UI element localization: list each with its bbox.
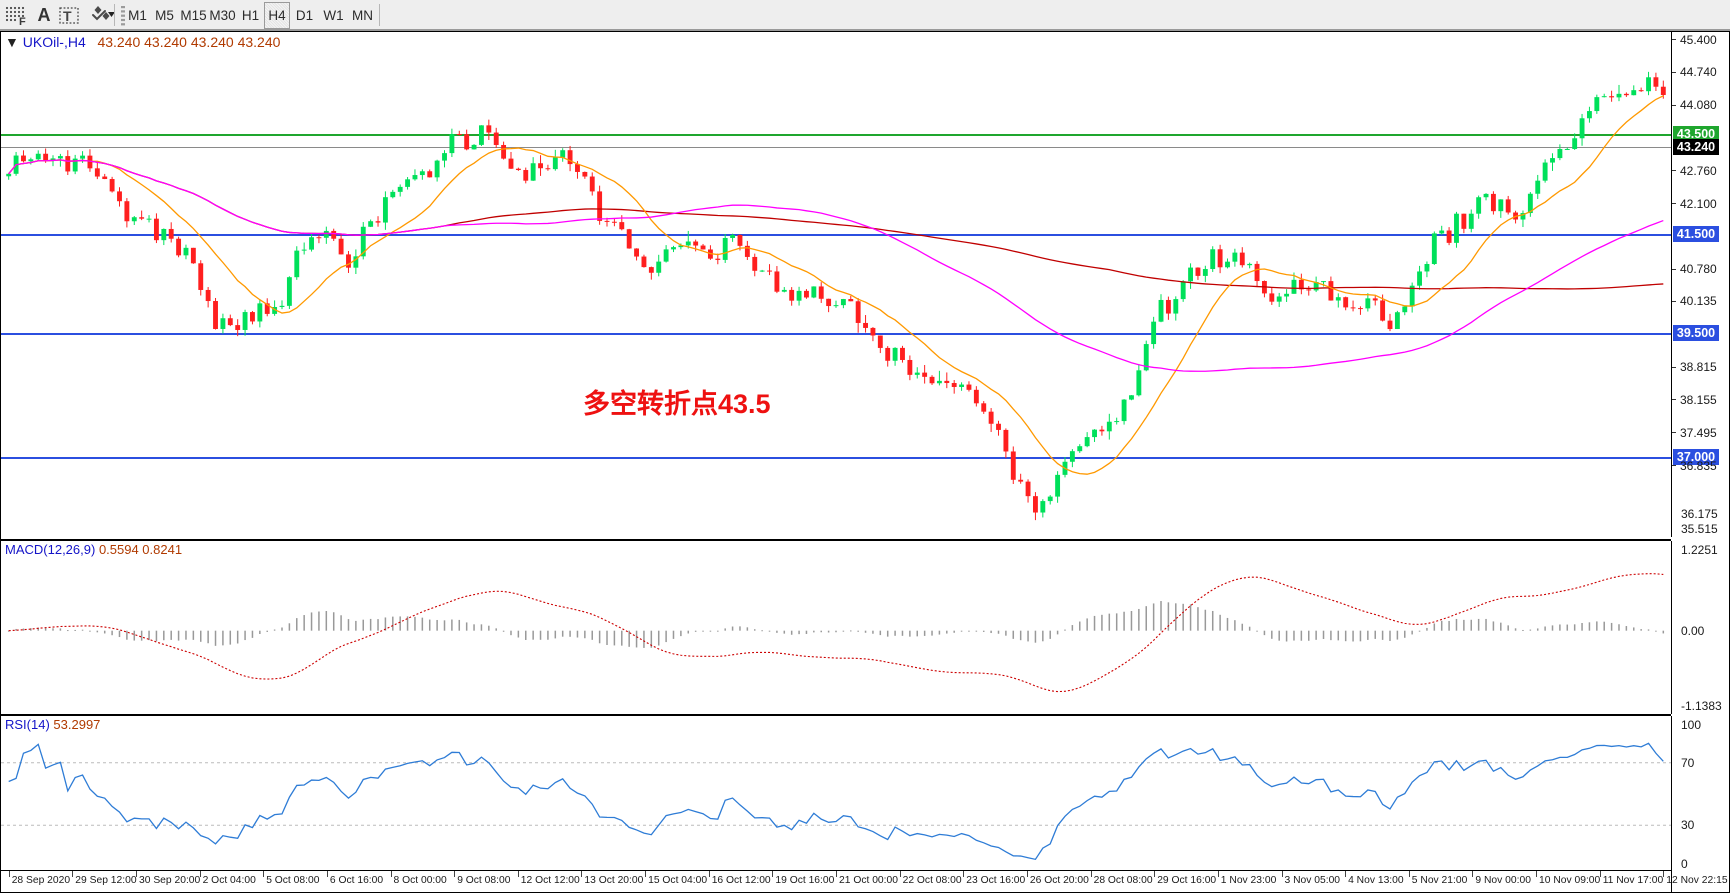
svg-text:T: T	[63, 8, 72, 24]
svg-text:F: F	[19, 16, 26, 28]
